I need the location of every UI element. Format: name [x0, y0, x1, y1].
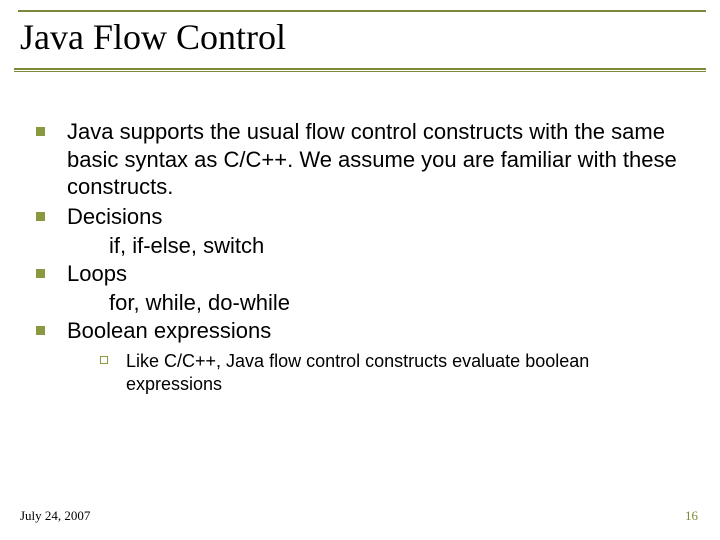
title-block: Java Flow Control	[14, 10, 706, 72]
hollow-square-bullet-icon	[100, 356, 108, 364]
list-item-subtext: for, while, do-while	[36, 289, 690, 317]
list-item-text: Loops	[67, 260, 127, 288]
list-item: Boolean expressions	[36, 317, 690, 345]
list-subitem-text: Like C/C++, Java flow control constructs…	[126, 350, 690, 397]
list-item-subtext: if, if-else, switch	[36, 232, 690, 260]
slide: Java Flow Control Java supports the usua…	[0, 0, 720, 540]
content-area: Java supports the usual flow control con…	[36, 118, 690, 397]
list-item-text: Decisions	[67, 203, 162, 231]
list-item-text: Boolean expressions	[67, 317, 271, 345]
square-bullet-icon	[36, 212, 45, 221]
footer-date: July 24, 2007	[20, 508, 90, 524]
list-item: Java supports the usual flow control con…	[36, 118, 690, 201]
title-rule-bottom	[14, 68, 706, 72]
list-item: Decisions	[36, 203, 690, 231]
footer-page-number: 16	[685, 508, 698, 524]
slide-title: Java Flow Control	[14, 12, 706, 68]
square-bullet-icon	[36, 269, 45, 278]
square-bullet-icon	[36, 326, 45, 335]
square-bullet-icon	[36, 127, 45, 136]
list-subitem: Like C/C++, Java flow control constructs…	[36, 350, 690, 397]
list-item: Loops	[36, 260, 690, 288]
list-item-text: Java supports the usual flow control con…	[67, 118, 690, 201]
